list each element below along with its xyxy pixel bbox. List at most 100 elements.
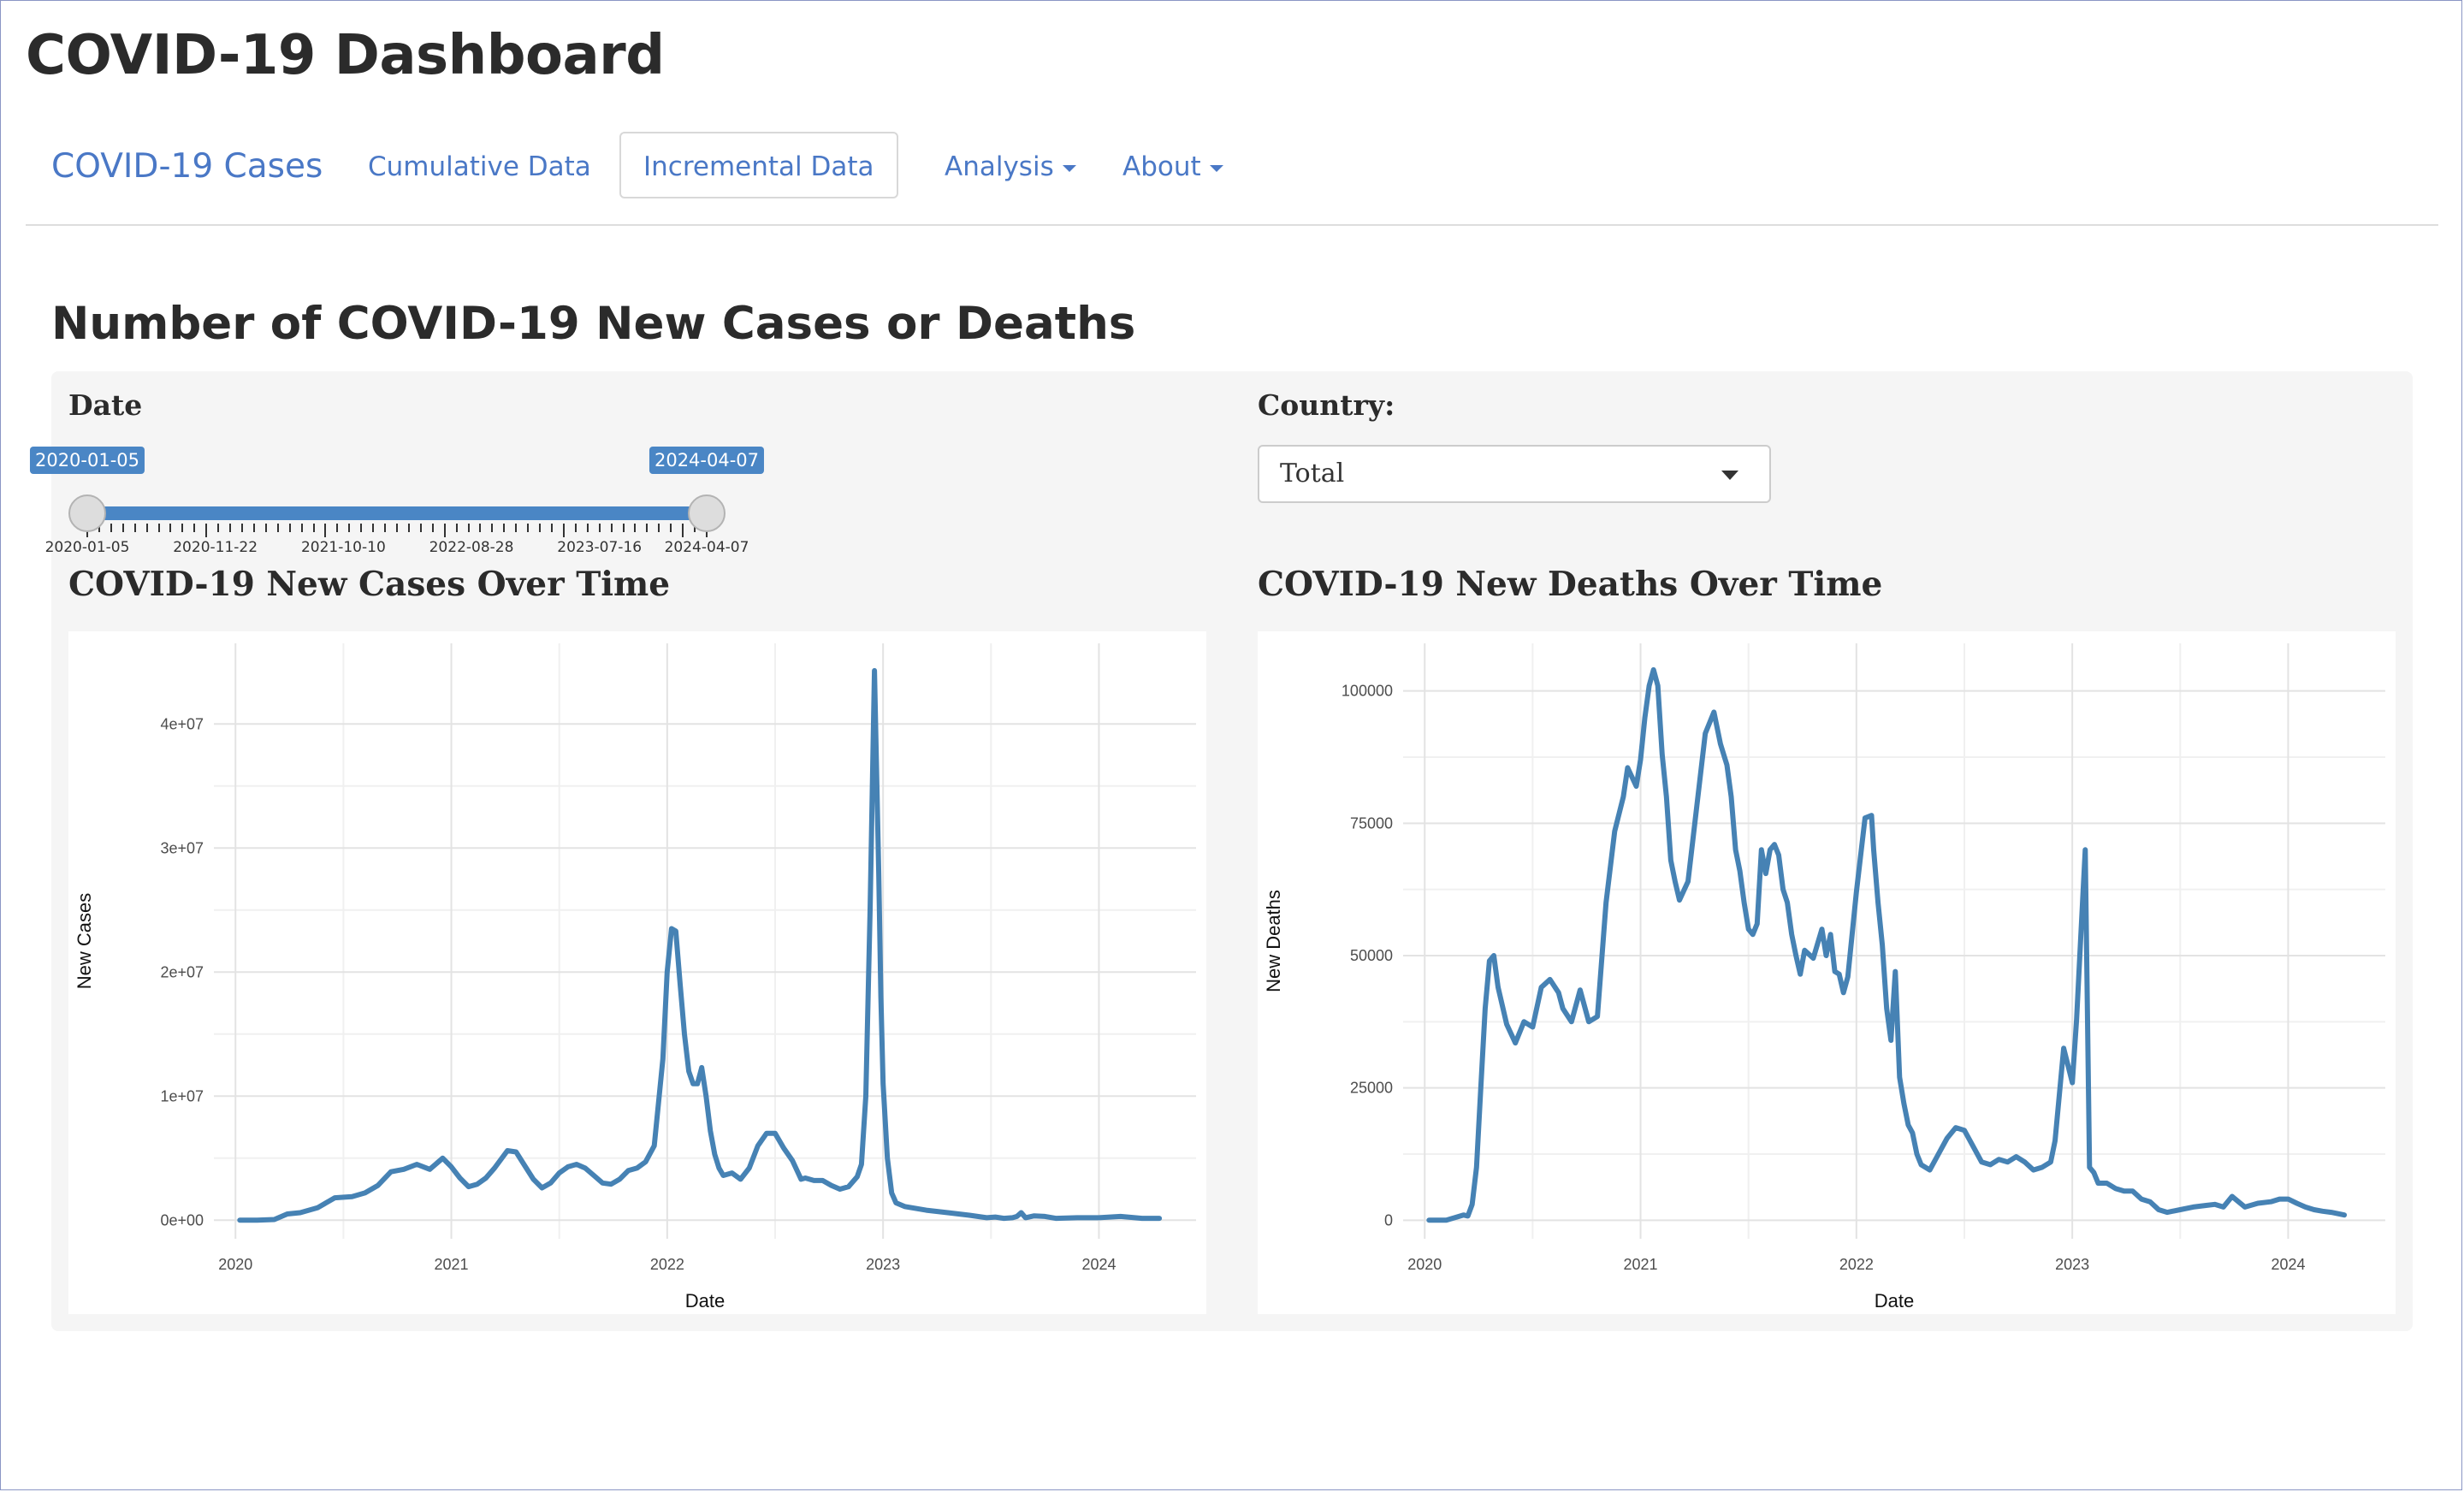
deaths-x-tick-label: 2024 [2271,1256,2305,1273]
filter-panel: Date 2020-01-05 2020-11-22 2021-10-10 2022-… [29,371,2413,1331]
deaths-x-tick-label: 2023 [2055,1256,2089,1273]
deaths-chart-svg: 2020 2021 2022 2023 2024 0 25000 50000 75000 1000… [1263,643,2385,1311]
slider-minor-tick [169,524,172,532]
slider-minor-tick [610,524,613,532]
slider-minor-tick [217,524,220,532]
slider-minor-tick [634,524,637,532]
app-title: COVID-19 Dashboard [26,24,665,87]
slider-tick-label: 2023-07-16 [557,539,643,556]
slider-minor-tick [515,524,518,532]
slider-minor-tick [384,524,387,532]
slider-tick-label: 2021-10-10 [300,539,386,556]
tab-label: About [1122,151,1201,182]
slider-minor-tick [431,524,434,532]
slider-to-handle[interactable] [688,494,726,532]
country-select-value: Total [1280,459,1345,488]
cases-y-tick-label: 3e+07 [160,839,204,856]
date-range-slider[interactable]: 2020-01-05 2020-11-22 2021-10-10 2022-08-28… [29,438,765,558]
slider-minor-tick [229,524,232,532]
deaths-y-axis-title: New Deaths [1263,890,1284,992]
slider-minor-tick [145,524,148,532]
deaths-y-tick-label: 25000 [1350,1080,1393,1097]
slider-minor-tick [276,524,279,532]
slider-from-label: 2020-01-05 [29,447,145,474]
slider-selected-range [86,506,705,520]
slider-minor-tick [396,524,398,532]
slider-tick-label: 2022-08-28 [429,539,514,556]
tab-incremental-data[interactable]: Incremental Data [619,132,898,198]
deaths-y-tick-label: 100000 [1342,683,1393,700]
deaths-x-tick-label: 2021 [1624,1256,1658,1273]
slider-minor-tick [658,524,660,532]
cases-y-tick-label: 1e+07 [160,1087,204,1104]
cases-x-tick-label: 2022 [650,1256,684,1273]
slider-minor-tick [419,524,422,532]
cases-x-tick-label: 2021 [435,1256,469,1273]
slider-to-label: 2024-04-07 [649,447,765,474]
slider-from-handle[interactable] [68,494,106,532]
slider-tick-label: 2024-04-07 [664,539,749,556]
cases-x-axis-title: Date [685,1290,725,1311]
slider-minor-tick [479,524,482,532]
slider-minor-tick [288,524,291,532]
date-filter-label: Date [68,388,143,422]
slider-minor-tick [646,524,649,532]
slider-minor-tick [241,524,243,532]
slider-major-tick [562,524,565,537]
slider-tick-label: 2020-01-05 [44,539,130,556]
slider-major-tick [682,524,684,537]
deaths-y-tick-label: 75000 [1350,814,1393,832]
country-select[interactable]: Total [1258,445,1771,503]
country-filter-label: Country: [1258,388,1395,422]
slider-minor-tick [193,524,196,532]
tab-cumulative-data[interactable]: Cumulative Data [344,132,615,198]
navbar: COVID-19 Cases Cumulative Data Increment… [26,130,2438,226]
cases-chart-svg: 2020 2021 2022 2023 2024 0e+00 1e+07 2e+07 3e+07… [74,643,1196,1311]
deaths-y-tick-label: 0 [1384,1211,1393,1229]
deaths-x-tick-label: 2022 [1839,1256,1874,1273]
page-title: Number of COVID-19 New Cases or Deaths [51,298,1136,350]
slider-minor-tick [455,524,458,532]
slider-minor-tick [670,524,672,532]
nav-brand[interactable]: COVID-19 Cases [51,147,323,186]
slider-minor-tick [407,524,410,532]
slider-minor-tick [133,524,136,532]
slider-minor-tick [348,524,351,532]
cases-y-axis-title: New Cases [74,893,95,989]
deaths-y-tick-label: 50000 [1350,947,1393,964]
cases-x-tick-label: 2024 [1081,1256,1116,1273]
tab-label: Analysis [945,151,1054,182]
tab-label: Incremental Data [643,151,874,182]
slider-tick-label: 2020-11-22 [173,539,258,556]
deaths-chart-title: COVID-19 New Deaths Over Time [1258,565,1883,604]
cases-y-tick-label: 0e+00 [160,1211,204,1229]
slider-minor-tick [360,524,363,532]
slider-minor-tick [312,524,315,532]
slider-minor-tick [372,524,375,532]
cases-x-tick-label: 2020 [218,1256,252,1273]
tab-analysis-dropdown[interactable]: Analysis [921,132,1100,198]
cases-chart: 2020 2021 2022 2023 2024 0e+00 1e+07 2e+07 3e+07… [68,631,1206,1314]
deaths-x-axis-title: Date [1875,1290,1914,1311]
slider-minor-tick [527,524,530,532]
slider-minor-tick [157,524,160,532]
cases-x-tick-label: 2023 [866,1256,900,1273]
slider-minor-tick [264,524,267,532]
slider-minor-tick [300,524,303,532]
cases-chart-title: COVID-19 New Cases Over Time [68,565,671,604]
deaths-x-tick-label: 2020 [1407,1256,1442,1273]
cases-series-line [237,667,1163,1223]
slider-minor-tick [622,524,625,532]
slider-minor-tick [574,524,577,532]
slider-minor-tick [467,524,470,532]
deaths-chart: 2020 2021 2022 2023 2024 0 25000 50000 75000 1000… [1258,631,2396,1314]
slider-minor-tick [503,524,506,532]
slider-minor-tick [586,524,589,532]
slider-minor-tick [491,524,494,532]
caret-down-icon [1721,471,1738,480]
slider-major-tick [443,524,446,537]
tab-about-dropdown[interactable]: About [1099,132,1247,198]
slider-minor-tick [110,524,112,532]
tab-label: Cumulative Data [368,151,591,182]
deaths-series-line [1426,666,2348,1223]
